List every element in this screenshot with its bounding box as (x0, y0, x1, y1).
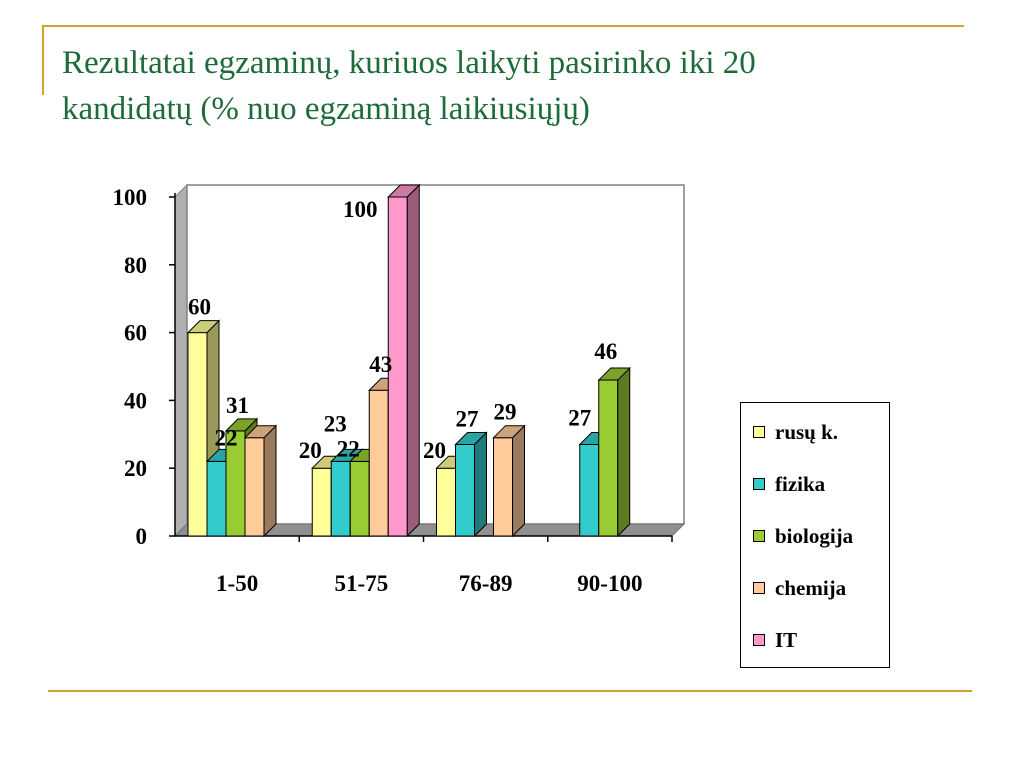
y-tick-label: 60 (124, 321, 147, 346)
bar (368, 389, 389, 537)
bar-side (617, 366, 631, 538)
x-tick-label: 76-89 (459, 571, 513, 596)
y-tick-label: 80 (124, 253, 147, 278)
legend-swatch (753, 634, 765, 646)
bar-top (387, 184, 421, 198)
bar (311, 467, 332, 537)
data-label: 60 (188, 295, 211, 320)
y-tick-label: 40 (124, 388, 147, 413)
data-label: 23 (324, 411, 347, 436)
data-label: 22 (215, 425, 238, 450)
bar-top (186, 320, 221, 334)
data-label: 27 (456, 406, 479, 431)
slide-title: Rezultatai egzaminų, kuriuos laikyti pas… (62, 40, 962, 132)
left-rule (42, 25, 44, 95)
x-tick-label: 90-100 (577, 571, 642, 596)
data-label: 100 (343, 197, 378, 222)
top-rule (42, 25, 964, 27)
y-tick-label: 20 (124, 456, 147, 481)
left-side-wall (174, 183, 188, 538)
y-tick-label: 0 (136, 524, 148, 549)
legend-label: IT (775, 627, 798, 652)
slide-title-line-2: kandidatų (% nuo egzaminą laikiusiųjų) (62, 91, 590, 127)
bar (455, 443, 475, 537)
data-label: 22 (337, 436, 360, 461)
legend-label: biologija (775, 523, 854, 548)
legend-label: chemija (775, 575, 847, 600)
bar-top (454, 431, 488, 445)
bar-top (224, 418, 259, 432)
bar (330, 460, 351, 537)
bar (493, 437, 513, 537)
legend-label: fizika (775, 471, 826, 496)
bar (436, 467, 456, 537)
x-tick-label: 51-75 (335, 571, 389, 596)
legend-swatch (753, 478, 765, 490)
bar-side (474, 431, 487, 538)
data-label: 20 (423, 438, 446, 463)
slide-title-line-1: Rezultatai egzaminų, kuriuos laikyti pas… (62, 45, 756, 81)
legend-swatch (753, 426, 765, 438)
bar (598, 379, 619, 537)
legend-item: IT (753, 625, 797, 655)
bar-top (597, 367, 631, 381)
bar-side (406, 183, 420, 538)
legend-swatch (753, 582, 765, 594)
data-label: 27 (568, 405, 591, 430)
data-label: 31 (226, 393, 249, 418)
bar (244, 437, 265, 537)
legend-label: rusų k. (775, 419, 839, 444)
data-label: 29 (494, 400, 517, 425)
data-label: 46 (594, 339, 617, 364)
legend-item: chemija (753, 573, 846, 603)
x-tick-label: 1-50 (216, 571, 258, 596)
legend-item: biologija (753, 521, 853, 551)
data-label: 20 (299, 438, 322, 463)
bar (206, 460, 227, 537)
chart-legend: rusų k. fizika biologija chemija IT (740, 402, 890, 668)
bar-side (512, 424, 525, 538)
bar (349, 460, 370, 537)
legend-item: fizika (753, 469, 825, 499)
legend-swatch (753, 530, 765, 542)
bar-top (492, 425, 526, 439)
legend-item: rusų k. (753, 417, 838, 447)
bar-side (263, 424, 277, 538)
y-tick-label: 100 (113, 185, 148, 210)
data-label: 43 (369, 352, 392, 377)
bar (579, 443, 600, 537)
bar-top (243, 425, 278, 439)
bottom-rule (48, 690, 972, 692)
bar (187, 332, 208, 537)
